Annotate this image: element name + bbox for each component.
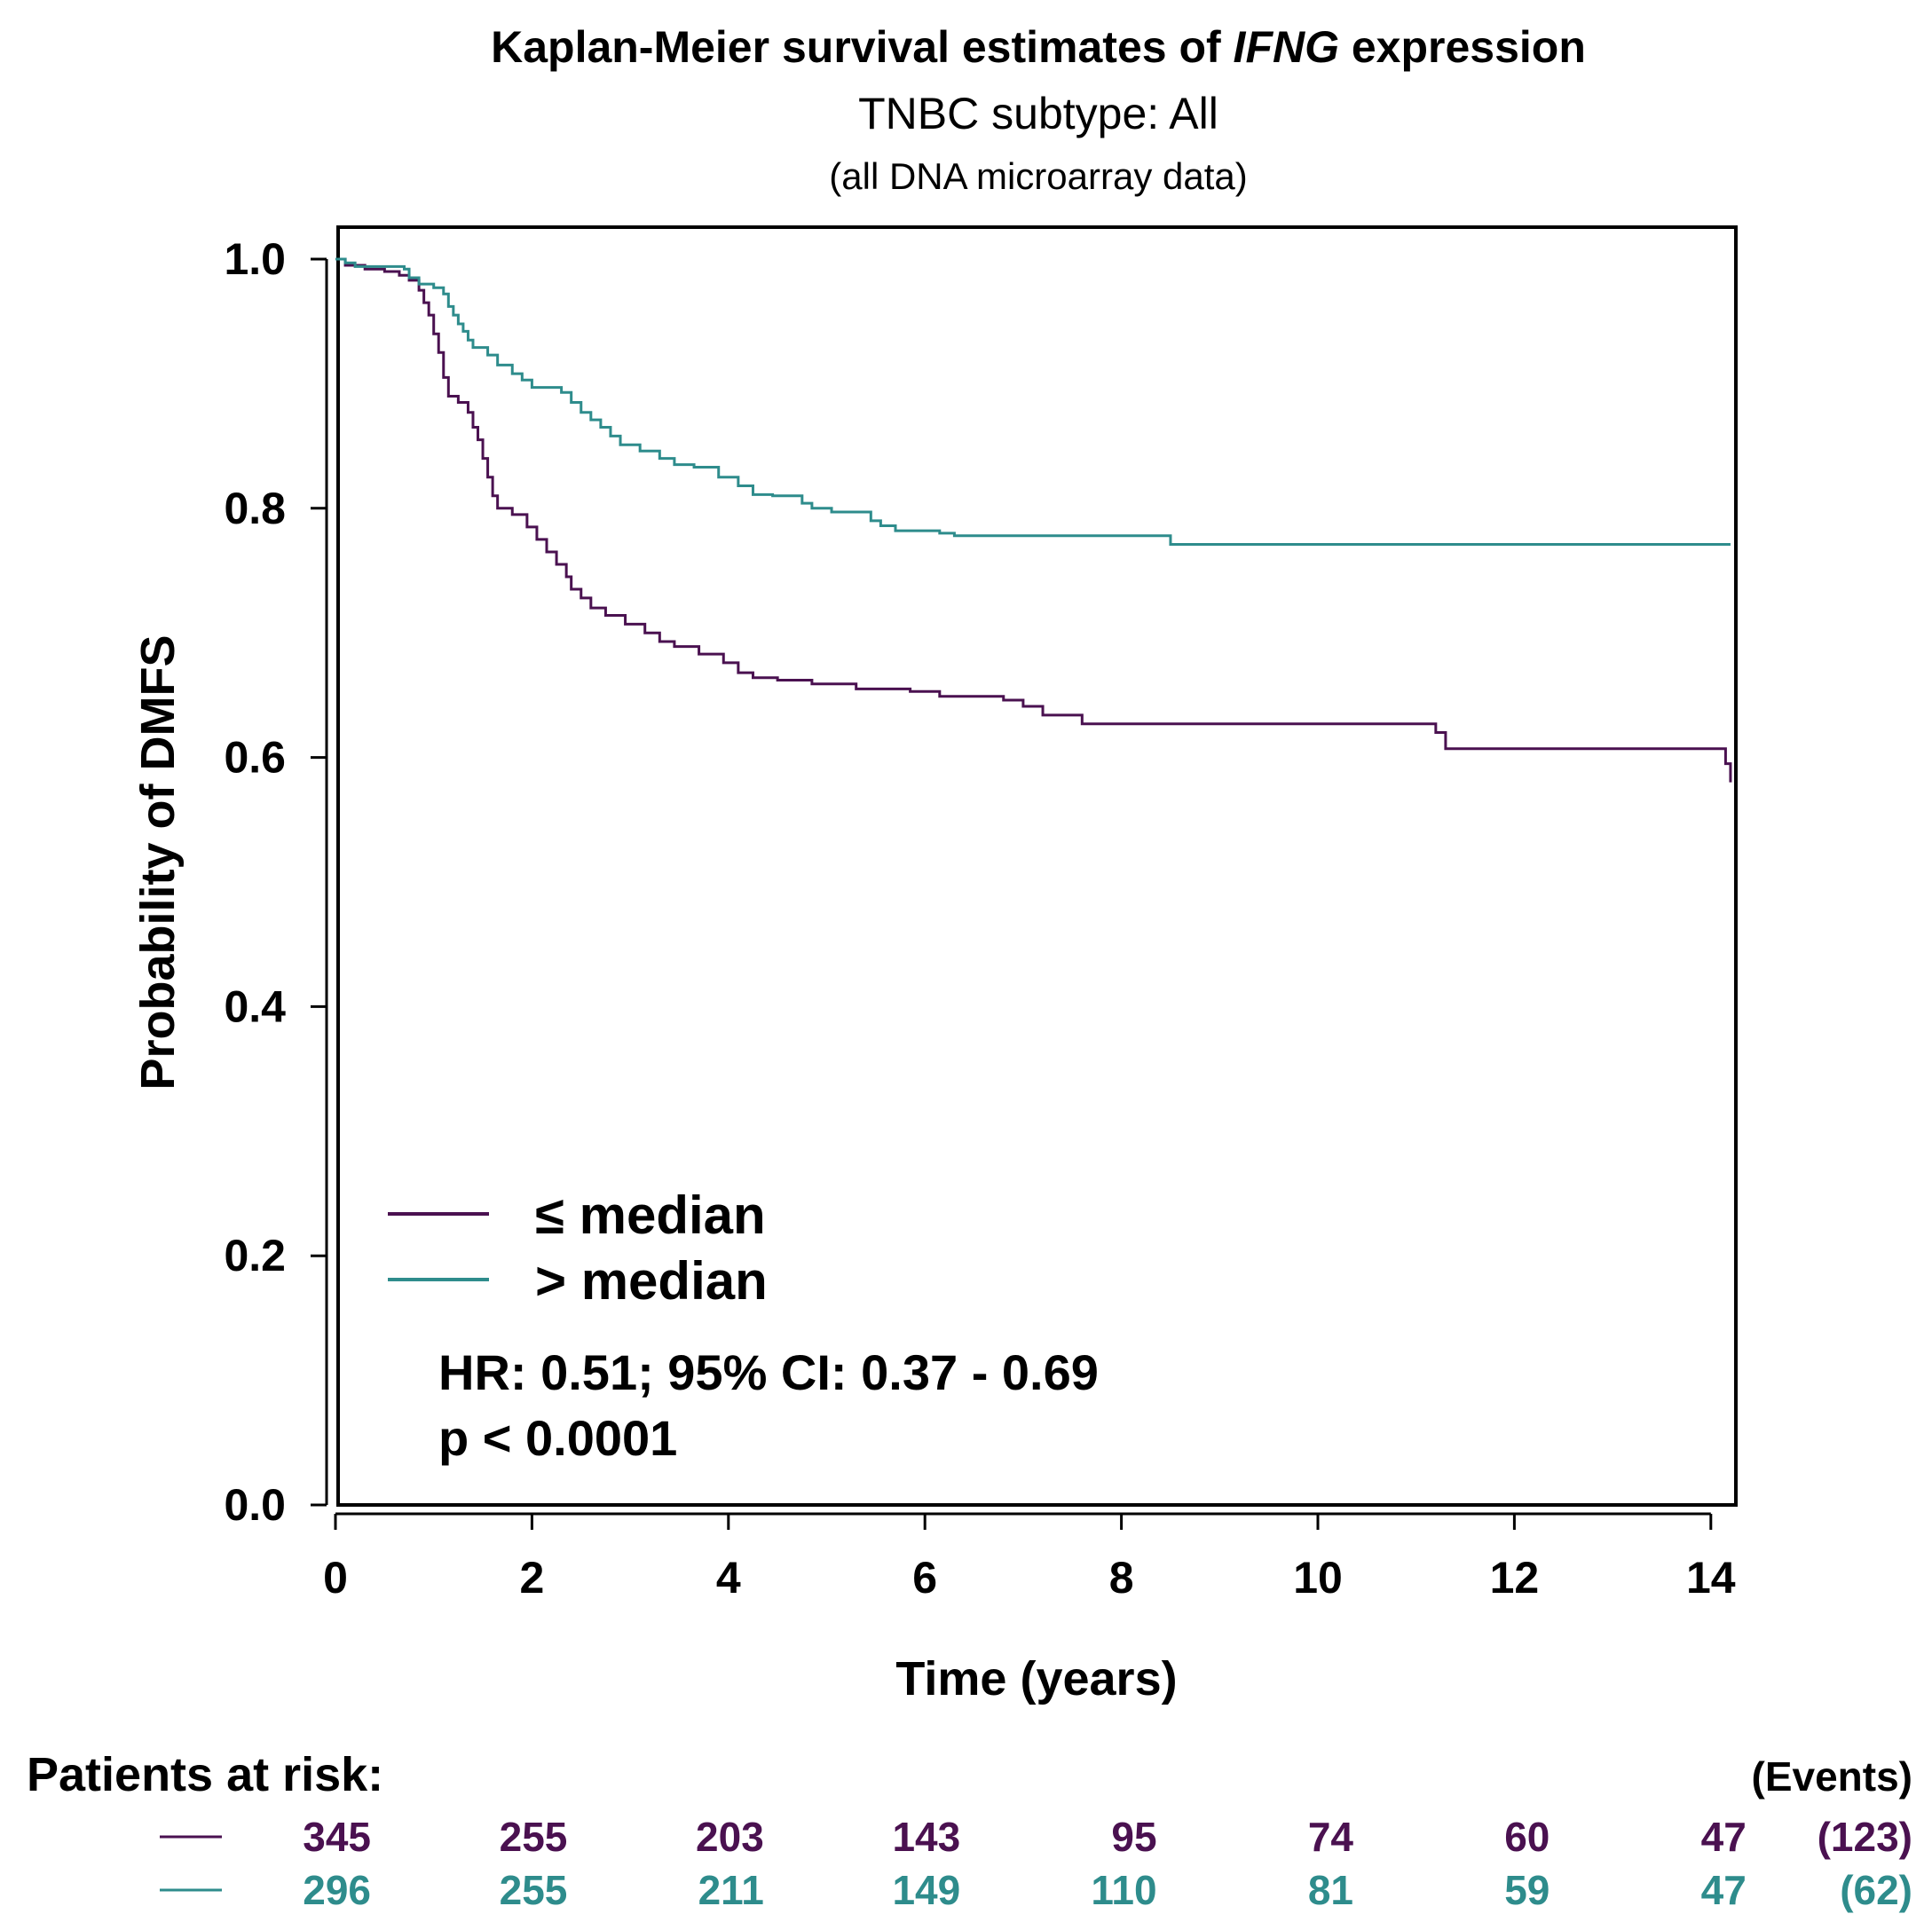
risk-count: 74 xyxy=(1308,1814,1354,1860)
plot-frame xyxy=(336,225,1738,1507)
x-tick-label: 4 xyxy=(716,1553,741,1603)
risk-count: 296 xyxy=(303,1867,371,1913)
y-axis: 0.0 0.2 0.4 0.6 0.8 1.0 xyxy=(224,234,328,1530)
x-axis: 0 2 4 6 8 10 12 14 xyxy=(323,1512,1736,1603)
x-axis-label: Time (years) xyxy=(895,1652,1177,1705)
x-tick-label: 0 xyxy=(323,1553,348,1603)
risk-count: 203 xyxy=(696,1814,764,1860)
risk-events: (123) xyxy=(1818,1814,1912,1860)
risk-count: 345 xyxy=(303,1814,371,1860)
risk-count: 149 xyxy=(892,1867,960,1913)
risk-count: 81 xyxy=(1308,1867,1353,1913)
legend: ≤ median > median xyxy=(388,1185,768,1311)
x-tick-label: 10 xyxy=(1293,1553,1343,1603)
x-tick-label: 12 xyxy=(1490,1553,1540,1603)
risk-count: 255 xyxy=(500,1867,568,1913)
y-axis-label: Probability of DMFS xyxy=(131,635,185,1091)
risk-table-events-header: (Events) xyxy=(1752,1753,1912,1800)
risk-table-header: Patients at risk: xyxy=(27,1748,383,1801)
legend-label-gt-median: > median xyxy=(535,1251,768,1311)
chart-title: Kaplan-Meier survival estimates of IFNG … xyxy=(491,22,1586,72)
legend-label-le-median: ≤ median xyxy=(535,1185,766,1245)
risk-table-rows: 345 255 203 143 95 74 60 47 (123) 296 255 211 149 110… xyxy=(160,1814,1912,1913)
risk-count: 59 xyxy=(1504,1867,1550,1913)
series-layer xyxy=(335,257,1732,783)
risk-count: 95 xyxy=(1111,1814,1156,1860)
x-tick-label: 6 xyxy=(912,1553,937,1603)
risk-count: 47 xyxy=(1701,1814,1747,1860)
chart-subtitle: TNBC subtype: All xyxy=(858,89,1218,138)
risk-count: 255 xyxy=(500,1814,568,1860)
chart-subtitle-data-source: (all DNA microarray data) xyxy=(829,155,1247,197)
p-value-annotation: p < 0.0001 xyxy=(438,1410,677,1466)
risk-events: (62) xyxy=(1840,1867,1912,1913)
x-tick-label: 2 xyxy=(519,1553,544,1603)
x-tick-label: 14 xyxy=(1686,1553,1736,1603)
y-tick-label: 0.4 xyxy=(224,981,286,1031)
risk-count: 110 xyxy=(1091,1867,1156,1913)
y-tick-label: 0.0 xyxy=(224,1480,286,1530)
y-tick-label: 0.2 xyxy=(224,1231,286,1280)
risk-count: 143 xyxy=(892,1814,960,1860)
risk-count: 60 xyxy=(1504,1814,1550,1860)
y-tick-label: 0.8 xyxy=(224,484,286,533)
y-tick-label: 0.6 xyxy=(224,733,286,783)
y-tick-label: 1.0 xyxy=(224,234,286,284)
series-curve-le-median xyxy=(335,257,1732,783)
risk-count: 211 xyxy=(698,1867,764,1913)
hazard-ratio-annotation: HR: 0.51; 95% CI: 0.37 - 0.69 xyxy=(438,1344,1099,1400)
series-curve-gt-median xyxy=(335,257,1731,547)
risk-count: 47 xyxy=(1701,1867,1747,1913)
x-tick-label: 8 xyxy=(1109,1553,1134,1603)
